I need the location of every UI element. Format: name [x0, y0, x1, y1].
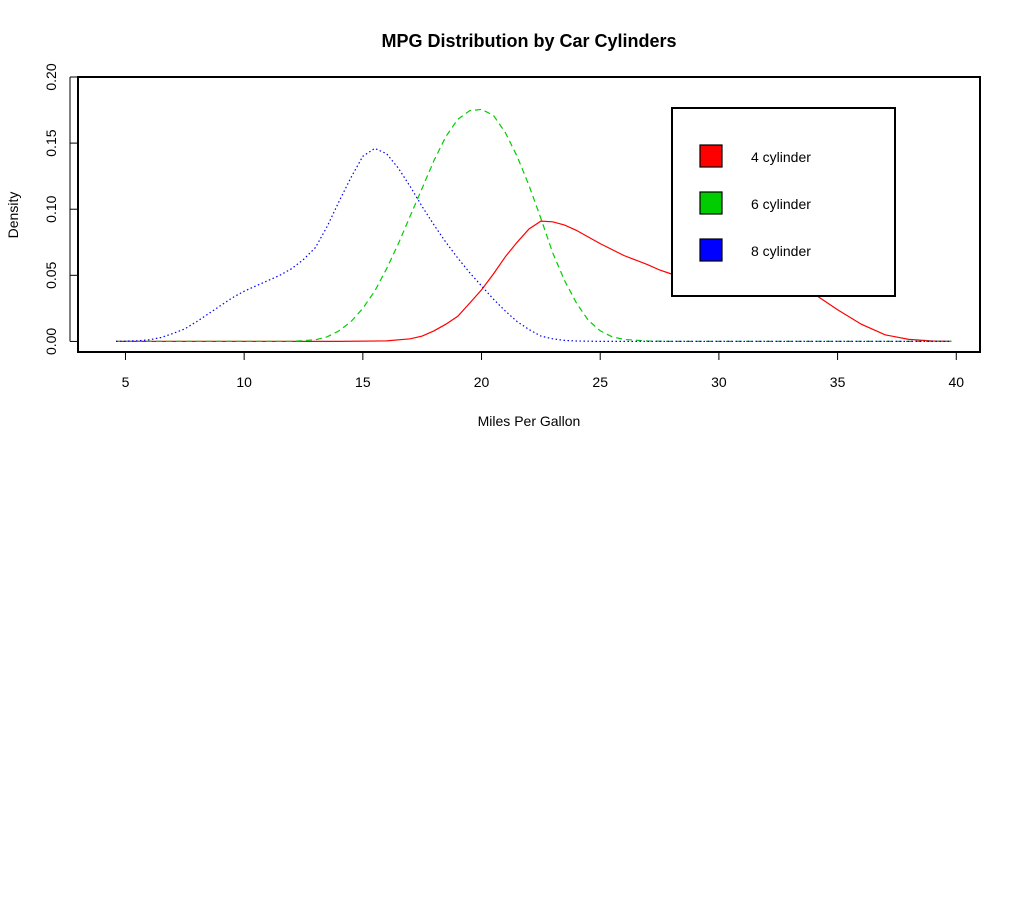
y-tick-label: 0.10 [43, 195, 59, 222]
x-axis-title: Miles Per Gallon [478, 413, 581, 429]
x-tick-label: 5 [122, 374, 130, 390]
y-tick-label: 0.05 [43, 261, 59, 288]
legend: 4 cylinder 6 cylinder 8 cylinder [671, 107, 896, 297]
y-tick-label: 0.20 [43, 63, 59, 90]
y-tick-label: 0.00 [43, 328, 59, 355]
legend-swatch-2 [699, 191, 723, 215]
legend-label-3: 8 cylinder [751, 243, 811, 259]
chart-title: MPG Distribution by Car Cylinders [381, 31, 676, 51]
y-tick-label: 0.15 [43, 129, 59, 156]
legend-label-2: 6 cylinder [751, 196, 811, 212]
series-line-3 [115, 147, 952, 342]
legend-label-1: 4 cylinder [751, 149, 811, 165]
x-tick-label: 20 [474, 374, 490, 390]
x-tick-label: 15 [355, 374, 371, 390]
x-tick-label: 30 [711, 374, 727, 390]
legend-swatch-1 [699, 144, 723, 168]
y-axis: 0.00 0.05 0.10 0.15 0.20 [43, 63, 78, 355]
x-tick-label: 25 [592, 374, 608, 390]
x-tick-label: 10 [236, 374, 252, 390]
plot-frame [77, 76, 981, 353]
legend-swatch-3 [699, 238, 723, 262]
y-axis-title: Density [5, 192, 21, 239]
x-tick-label: 35 [830, 374, 846, 390]
x-tick-label: 40 [948, 374, 964, 390]
series-line-2 [116, 108, 952, 342]
